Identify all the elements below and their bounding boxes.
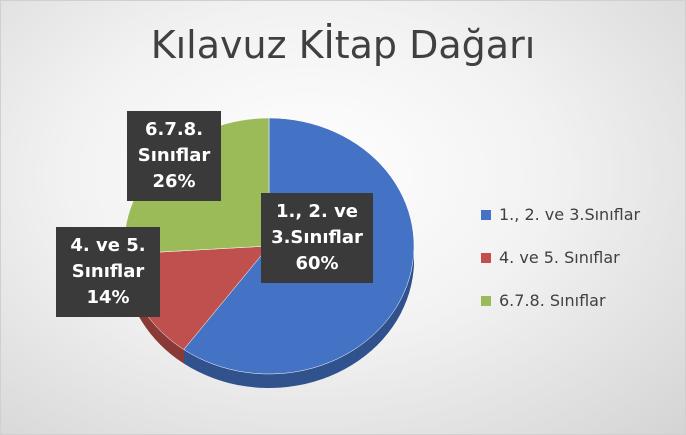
legend-entry: 6.7.8. Sınıflar [481, 291, 606, 310]
legend-swatch [481, 209, 491, 220]
legend-label: 6.7.8. Sınıflar [499, 291, 606, 310]
legend-label: 1., 2. ve 3.Sınıflar [499, 205, 641, 224]
data-label-category: 4. ve 5. Sınıflar [70, 235, 146, 282]
chart-title: Kılavuz Kİtap Dağarı [150, 23, 536, 67]
legend-entry: 1., 2. ve 3.Sınıflar [481, 205, 640, 224]
legend-entry: 4. ve 5. Sınıflar [481, 248, 620, 267]
data-label-value: 14% [86, 287, 130, 308]
data-label: 1., 2. ve 3.Sınıflar 60% [261, 193, 373, 283]
data-label-value: 26% [152, 171, 196, 192]
data-label-category: 1., 2. ve 3.Sınıflar [271, 201, 363, 248]
legend-label: 4. ve 5. Sınıflar [499, 248, 620, 267]
data-label-value: 60% [295, 253, 339, 274]
data-label: 6.7.8. Sınıflar 26% [127, 111, 221, 201]
legend-swatch [481, 252, 491, 263]
legend-swatch [481, 295, 491, 306]
data-label-category: 6.7.8. Sınıflar [137, 119, 211, 166]
data-label: 4. ve 5. Sınıflar 14% [56, 227, 160, 317]
